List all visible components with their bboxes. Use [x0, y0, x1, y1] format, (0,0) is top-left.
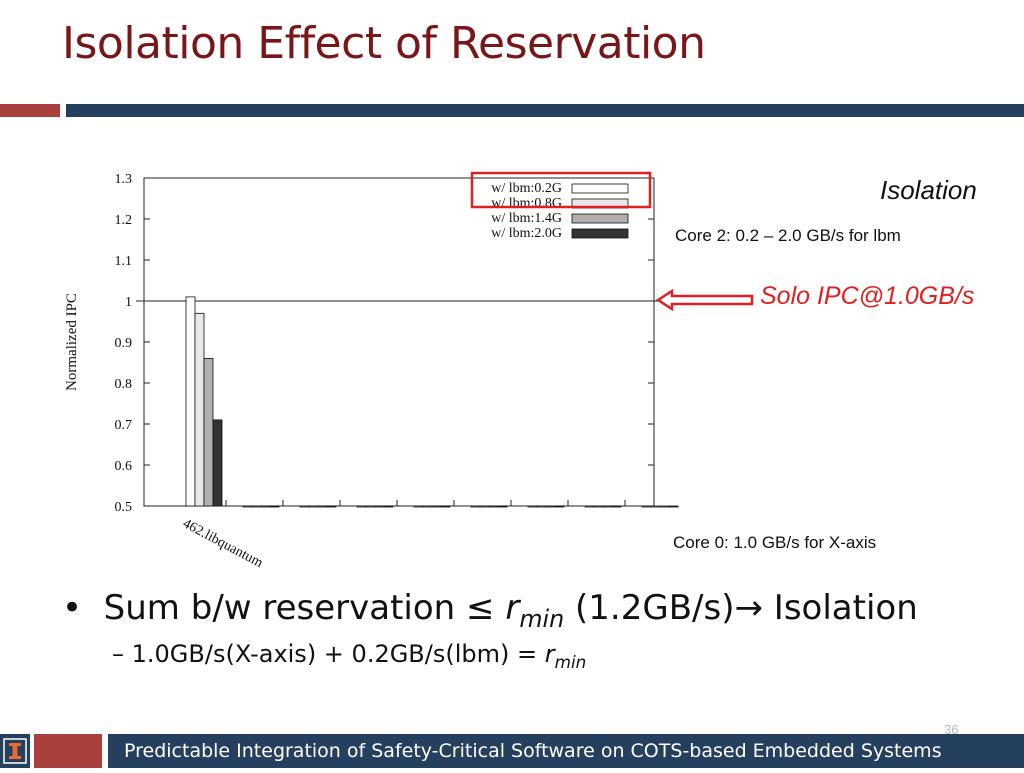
- legend-label: w/ lbm:1.4G: [491, 211, 562, 226]
- core0-label: Core 0: 1.0 GB/s for X-axis: [673, 533, 877, 552]
- bullet-point: • Sum b/w reservation ≤ rmin (1.2GB/s)→ …: [62, 588, 918, 633]
- y-tick-label: 0.8: [115, 377, 133, 392]
- bar: [527, 505, 538, 508]
- bar: [479, 505, 490, 508]
- bar: [185, 296, 196, 507]
- bar: [602, 505, 613, 508]
- bar: [611, 505, 622, 508]
- bar: [203, 357, 214, 507]
- bar: [365, 505, 376, 508]
- bar: [554, 505, 565, 508]
- y-tick-label: 0.6: [115, 459, 133, 474]
- bar: [242, 505, 253, 508]
- bar: [488, 505, 499, 508]
- bar: [374, 505, 385, 508]
- left-arrow-icon: [656, 289, 754, 311]
- bar: [251, 505, 262, 508]
- title-underline-blue: [66, 104, 1024, 117]
- legend-label: w/ lbm:0.2G: [491, 181, 562, 196]
- bar: [650, 505, 661, 508]
- bar: [593, 505, 604, 508]
- bar: [212, 419, 223, 507]
- title-underline-red: [0, 104, 60, 117]
- right-arrow-icon: →: [734, 588, 763, 628]
- logo-icon: [3, 738, 27, 764]
- footer-text: Predictable Integration of Safety-Critic…: [124, 740, 942, 762]
- bar: [326, 505, 337, 508]
- sub-bullet: – 1.0GB/s(X-axis) + 0.2GB/s(lbm) = rmin: [112, 640, 586, 672]
- bar: [659, 505, 670, 508]
- bullet-prefix: Sum b/w reservation: [103, 588, 456, 628]
- y-tick-label: 1.2: [115, 213, 133, 228]
- bar: [269, 505, 280, 508]
- bar: [356, 505, 367, 508]
- legend-swatch: [571, 183, 629, 194]
- bar: [536, 505, 547, 508]
- x-tick-label: 462.libquantum: [180, 516, 265, 571]
- isolation-label: Isolation: [880, 175, 977, 205]
- y-axis-label: Normalized IPC: [64, 293, 80, 391]
- solo-ipc-label: Solo IPC@1.0GB/s: [760, 282, 975, 310]
- legend-swatch: [571, 213, 629, 224]
- sub-dash: –: [112, 640, 124, 668]
- bar: [422, 505, 433, 508]
- r-subscript: min: [519, 604, 565, 633]
- bar: [545, 505, 556, 508]
- legend-label: w/ lbm:2.0G: [491, 226, 562, 241]
- r-symbol: r: [505, 588, 520, 628]
- sub-r-symbol: r: [544, 640, 555, 668]
- bullet-dot: •: [62, 588, 104, 628]
- y-tick-label: 0.9: [115, 336, 133, 351]
- bar: [497, 505, 508, 508]
- leq-symbol: ≤: [466, 588, 495, 628]
- sub-text: 1.0GB/s(X-axis) + 0.2GB/s(lbm) =: [131, 640, 545, 668]
- university-logo: [0, 734, 30, 768]
- bar: [317, 505, 328, 508]
- sub-r-subscript: min: [554, 651, 587, 672]
- bar: [308, 505, 319, 508]
- bar: [413, 505, 424, 508]
- slide-title: Isolation Effect of Reservation: [62, 18, 706, 69]
- bar: [299, 505, 310, 508]
- legend-swatch: [571, 228, 629, 239]
- y-tick-label: 1.3: [115, 172, 133, 187]
- y-tick-label: 1: [125, 295, 132, 310]
- legend-highlight-box: [470, 171, 652, 209]
- y-tick-label: 0.7: [115, 418, 133, 433]
- bar: [431, 505, 442, 508]
- bar: [194, 312, 205, 507]
- legend-label: w/ lbm:0.8G: [491, 196, 562, 211]
- bullet-middle: (1.2GB/s): [575, 588, 735, 628]
- ipc-bar-chart: 0.5 0.6 0.7 0.8 0.9 1 1.1 1.2 1.3 Normalized IPC 4…: [64, 171, 679, 571]
- footer-accent-red: [34, 734, 102, 768]
- footer-bar: [108, 734, 1024, 768]
- bar: [584, 505, 595, 508]
- bar: [668, 505, 679, 508]
- bar: [470, 505, 481, 508]
- page-number: 36: [944, 722, 959, 737]
- bar: [260, 505, 271, 508]
- bar: [383, 505, 394, 508]
- y-tick-label: 1.1: [115, 254, 133, 269]
- plot-frame: [143, 177, 655, 507]
- core2-label: Core 2: 0.2 – 2.0 GB/s for lbm: [675, 226, 901, 245]
- bullet-suffix: Isolation: [762, 588, 918, 628]
- bar: [440, 505, 451, 508]
- bar: [641, 505, 652, 508]
- y-tick-label: 0.5: [115, 500, 133, 515]
